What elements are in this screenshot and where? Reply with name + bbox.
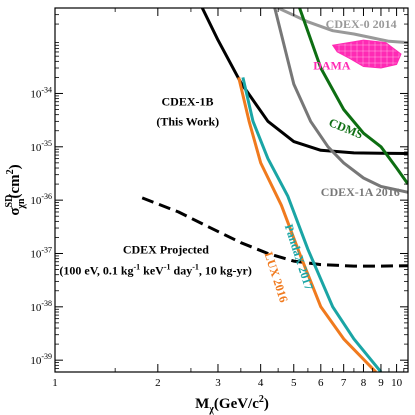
annotation-cdex-projected: CDEX Projected bbox=[123, 242, 209, 256]
x-tick-label: 10 bbox=[391, 377, 403, 389]
x-tick-label: 3 bbox=[215, 377, 221, 389]
y-tick-label: 10-36 bbox=[30, 192, 52, 207]
y-tick-label: 10-35 bbox=[30, 139, 52, 154]
x-tick-label: 2 bbox=[155, 377, 161, 389]
dama-region bbox=[331, 39, 402, 69]
series-layer bbox=[141, 8, 408, 372]
pandax-2017-curve bbox=[241, 77, 383, 372]
plot-frame bbox=[54, 7, 409, 373]
y-tick-label: 10-38 bbox=[30, 299, 52, 314]
regions-layer bbox=[331, 39, 402, 69]
y-tick-label: 10-37 bbox=[30, 245, 52, 260]
x-axis-title: Mχ(GeV/c2) bbox=[195, 394, 269, 415]
annotation-cdex-1b: CDEX-1B bbox=[161, 94, 213, 108]
x-tick-label: 5 bbox=[291, 377, 297, 389]
y-axis-title: σSDχn(cm2) bbox=[4, 164, 27, 215]
x-tick-label: 6 bbox=[318, 377, 324, 389]
y-tick-label: 10-39 bbox=[30, 352, 52, 367]
cdex-1b-curve bbox=[200, 8, 408, 155]
cdex-projected-curve bbox=[141, 196, 408, 268]
ticks-layer: 1 2 3 4 5 6 7 8 9 10 10-39 10-38 10-37 10-36 10-35 10-3… bbox=[30, 8, 408, 389]
x-tick-label: 1 bbox=[52, 377, 58, 389]
lux-2016-label: LUX 2016 bbox=[261, 250, 290, 304]
cdex-1a-2016-curve bbox=[273, 8, 408, 194]
dama-label: DAMA bbox=[313, 59, 351, 73]
x-tick-label: 7 bbox=[341, 377, 347, 389]
y-tick-label: 10-34 bbox=[30, 85, 52, 100]
cdex-1a-2016-label: CDEX-1A 2016 bbox=[321, 185, 400, 199]
annotation-this-work: (This Work) bbox=[156, 115, 219, 129]
annotations-layer: CDEX-1B (This Work) CDEX Projected (100 eV,… bbox=[59, 94, 252, 277]
cdms-curve bbox=[298, 8, 408, 185]
x-tick-label: 8 bbox=[361, 377, 367, 389]
cdex-0-2014-label: CDEX-0 2014 bbox=[326, 17, 397, 31]
x-tick-label: 4 bbox=[258, 377, 264, 389]
x-tick-label: 9 bbox=[378, 377, 384, 389]
cdex-0-2014-curve bbox=[277, 8, 408, 45]
lux-2016-curve bbox=[237, 77, 377, 372]
cdms-label: CDMS bbox=[327, 115, 365, 141]
annotation-exposure: (100 eV, 0.1 kg-1 keV-1 day-1, 10 kg-yr) bbox=[59, 263, 252, 278]
